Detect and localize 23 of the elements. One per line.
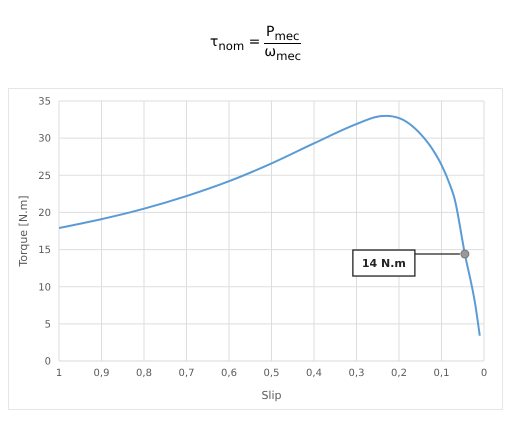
x-tick-label: 0,2: [391, 368, 407, 380]
x-tick-label: 0,8: [136, 368, 152, 380]
y-tick-label: 15: [38, 245, 51, 256]
x-axis-title: Slip: [261, 389, 282, 402]
y-tick-label: 30: [38, 134, 51, 145]
x-tick-label: 0: [480, 368, 488, 380]
x-tick-label: 0,4: [306, 368, 322, 380]
y-tick-label: 35: [38, 96, 51, 108]
x-tick-label: 0,1: [434, 368, 450, 380]
x-tick-label: 1: [56, 368, 62, 380]
y-tick-label: 10: [38, 282, 51, 294]
y-axis-title: Torque [N.m]: [16, 195, 30, 268]
y-tick-label: 0: [44, 356, 51, 368]
annotation: 14 N.m: [362, 257, 406, 270]
y-tick-label: 25: [38, 170, 51, 182]
x-tick-label: 0,6: [221, 368, 237, 380]
x-tick-label: 0,9: [94, 368, 110, 380]
y-tick-label: 5: [44, 319, 51, 330]
line-series: [59, 114, 481, 337]
x-tick-label: 0,5: [264, 368, 280, 380]
x-tick-label: 0,3: [348, 368, 364, 380]
x-tick-label: 0,7: [178, 368, 194, 380]
y-tick-label: 20: [38, 208, 51, 219]
